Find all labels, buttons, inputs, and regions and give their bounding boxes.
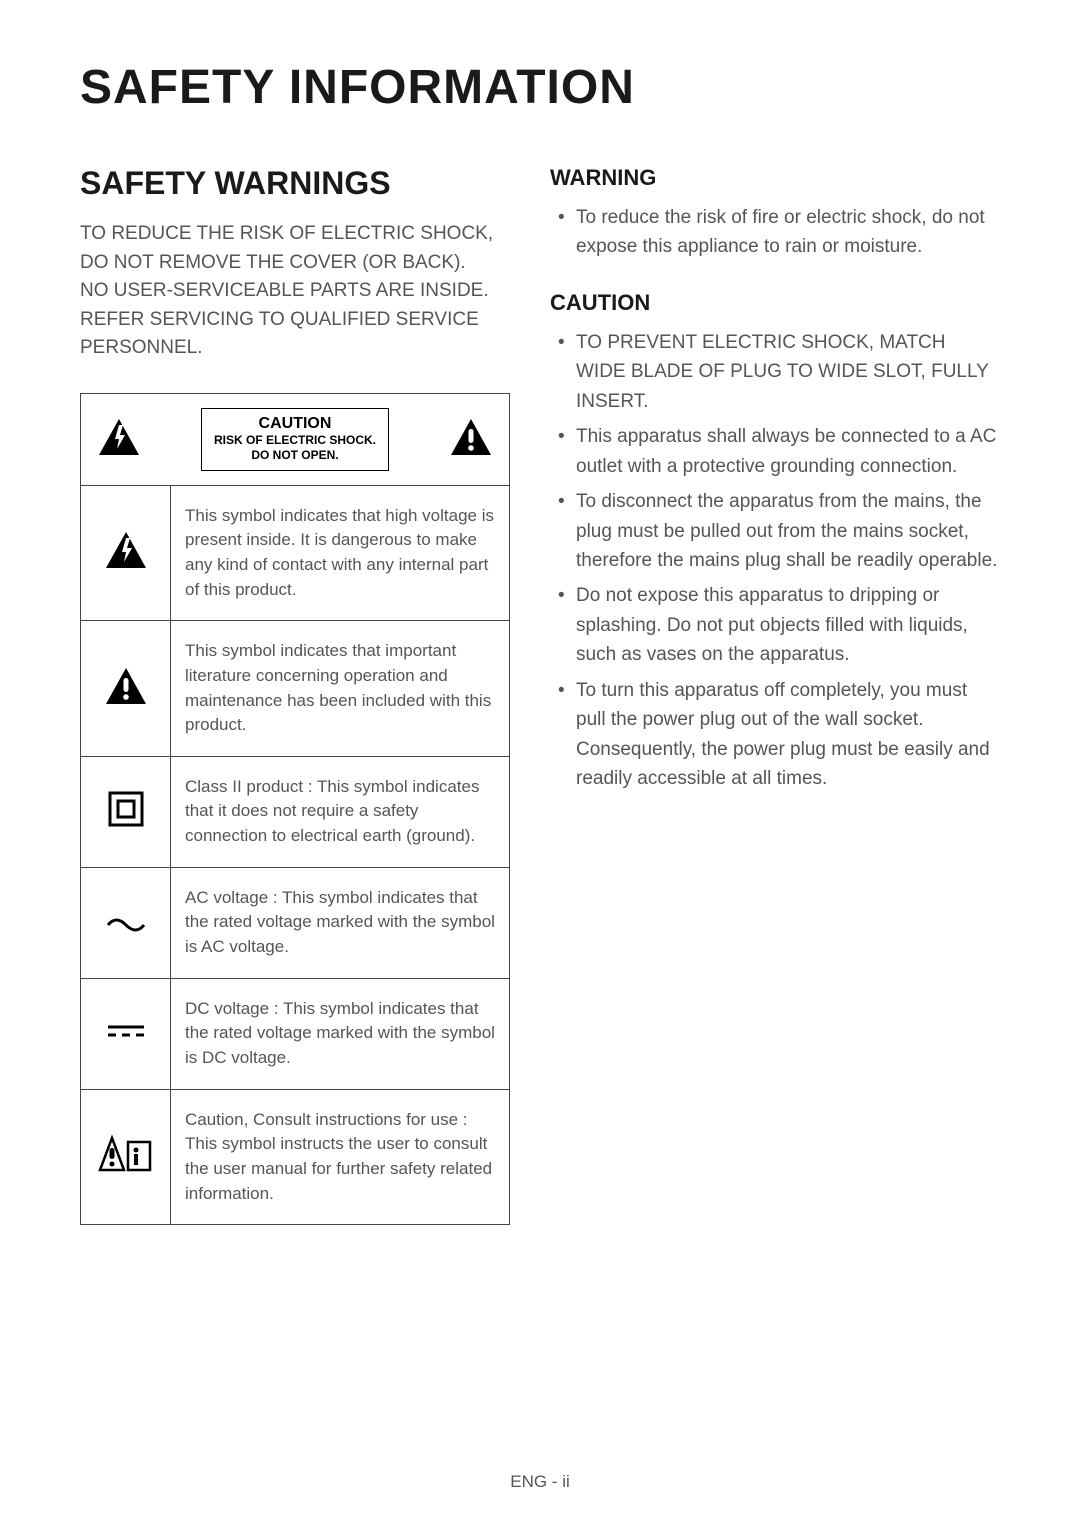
caution-label-box: CAUTION RISK OF ELECTRIC SHOCK. DO NOT O…: [201, 408, 389, 471]
symbol-cell: [81, 757, 171, 867]
symbol-description: This symbol indicates that important lit…: [171, 621, 509, 756]
warning-list: To reduce the risk of fire or electric s…: [550, 203, 1000, 262]
content-wrapper: SAFETY WARNINGS TO REDUCE THE RISK OF EL…: [80, 165, 1000, 1225]
warnings-intro-text: TO REDUCE THE RISK OF ELECTRIC SHOCK, DO…: [80, 220, 510, 363]
symbol-row-dc: DC voltage : This symbol indicates that …: [81, 979, 509, 1090]
caution-item: This apparatus shall always be connected…: [550, 422, 1000, 481]
page-title: SAFETY INFORMATION: [80, 60, 1000, 115]
caution-box: CAUTION RISK OF ELECTRIC SHOCK. DO NOT O…: [80, 393, 510, 1226]
warning-item: To reduce the risk of fire or electric s…: [550, 203, 1000, 262]
bolt-triangle-icon: [104, 530, 148, 575]
symbol-cell: [81, 621, 171, 756]
caution-heading: CAUTION: [550, 290, 1000, 316]
symbol-cell: [81, 1090, 171, 1225]
caution-header-row: CAUTION RISK OF ELECTRIC SHOCK. DO NOT O…: [81, 394, 509, 486]
symbol-cell: [81, 979, 171, 1089]
caution-item: Do not expose this apparatus to dripping…: [550, 581, 1000, 669]
left-column: SAFETY WARNINGS TO REDUCE THE RISK OF EL…: [80, 165, 510, 1225]
dc-voltage-icon: [104, 1023, 148, 1044]
symbol-row-bolt: This symbol indicates that high voltage …: [81, 486, 509, 622]
symbol-description: Class II product : This symbol indicates…: [171, 757, 509, 867]
caution-label-sub: RISK OF ELECTRIC SHOCK. DO NOT OPEN.: [214, 433, 376, 464]
exclamation-triangle-icon: [449, 417, 493, 462]
symbol-description: AC voltage : This symbol indicates that …: [171, 868, 509, 978]
caution-item: TO PREVENT ELECTRIC SHOCK, MATCH WIDE BL…: [550, 328, 1000, 416]
symbol-row-exclamation: This symbol indicates that important lit…: [81, 621, 509, 757]
page-number: ENG - ii: [0, 1472, 1080, 1492]
bolt-triangle-icon: [97, 417, 141, 462]
symbol-cell: [81, 868, 171, 978]
safety-warnings-heading: SAFETY WARNINGS: [80, 165, 510, 202]
caution-item: To disconnect the apparatus from the mai…: [550, 487, 1000, 575]
ac-voltage-icon: [104, 902, 148, 944]
symbol-description: This symbol indicates that high voltage …: [171, 486, 509, 621]
symbol-description: DC voltage : This symbol indicates that …: [171, 979, 509, 1089]
symbol-cell: [81, 486, 171, 621]
symbol-row-ac: AC voltage : This symbol indicates that …: [81, 868, 509, 979]
symbol-row-class2: Class II product : This symbol indicates…: [81, 757, 509, 868]
consult-manual-icon: [98, 1134, 154, 1179]
right-column: WARNING To reduce the risk of fire or el…: [550, 165, 1000, 1225]
symbol-description: Caution, Consult instructions for use : …: [171, 1090, 509, 1225]
caution-label-title: CAUTION: [214, 415, 376, 433]
warning-heading: WARNING: [550, 165, 1000, 191]
caution-item: To turn this apparatus off completely, y…: [550, 676, 1000, 794]
caution-list: TO PREVENT ELECTRIC SHOCK, MATCH WIDE BL…: [550, 328, 1000, 794]
exclamation-triangle-icon: [104, 666, 148, 711]
class2-icon: [104, 789, 148, 834]
symbol-row-consult: Caution, Consult instructions for use : …: [81, 1090, 509, 1225]
